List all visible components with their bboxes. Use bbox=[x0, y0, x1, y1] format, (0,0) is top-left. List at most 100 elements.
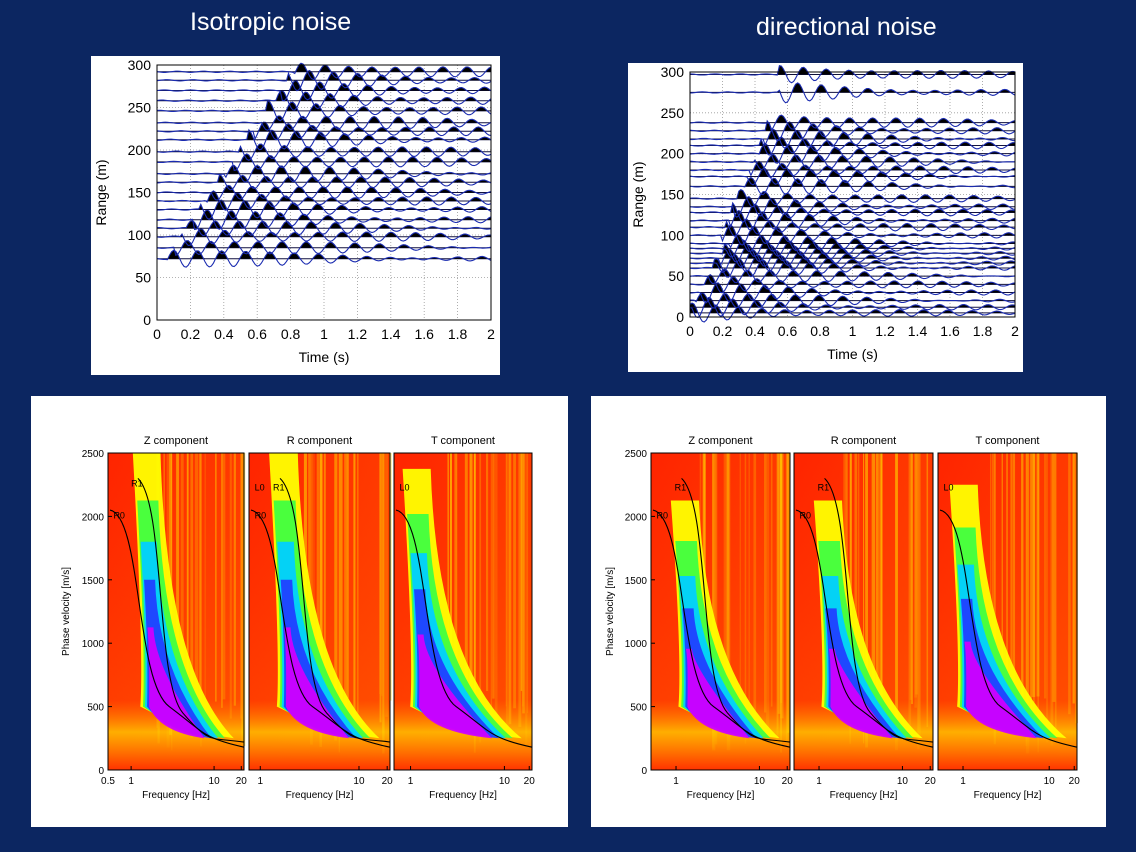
trace bbox=[690, 292, 1016, 309]
trace bbox=[689, 119, 1016, 142]
x-tick-label: 1.8 bbox=[973, 323, 993, 339]
velocity-tick-label: 2500 bbox=[625, 449, 648, 460]
trace bbox=[689, 168, 1016, 186]
x-tick-label: 2 bbox=[1011, 323, 1019, 339]
x-tick-label: 0.2 bbox=[713, 323, 733, 339]
frequency-axis-label: Frequency [Hz] bbox=[830, 790, 898, 801]
traces bbox=[156, 62, 492, 268]
fundamental-mode-curve bbox=[939, 509, 1078, 748]
trace bbox=[689, 142, 1016, 164]
frequency-tick-label: 20 bbox=[925, 776, 937, 787]
trace bbox=[689, 218, 1016, 237]
directional-gather-panel: 0 0.2 0.4 0.6 0.8 1 1.2 1.4 1.6 1.8 2 0 50 100 150 200 2… bbox=[628, 63, 1023, 372]
frequency-tick-label: 20 bbox=[382, 776, 394, 787]
frequency-axis-label: Frequency [Hz] bbox=[142, 790, 210, 801]
component-title: Z component bbox=[144, 435, 208, 447]
frequency-tick-label: 10 bbox=[1044, 776, 1056, 787]
x-tick-label: 0.8 bbox=[810, 323, 830, 339]
frequency-tick-label: 0.5 bbox=[101, 776, 115, 787]
velocity-tick-label: 500 bbox=[630, 703, 647, 714]
trace bbox=[689, 239, 1016, 258]
trace bbox=[689, 114, 1016, 132]
trace bbox=[689, 153, 1015, 171]
subplot-frame bbox=[650, 452, 791, 771]
isotropic-gather-chart: 0 0.2 0.4 0.6 0.8 1 1.2 1.4 1.6 1.8 2 0 50 100 150 200 2… bbox=[93, 57, 495, 365]
mode-label: R1 bbox=[675, 483, 687, 493]
energy-band bbox=[685, 648, 750, 739]
x-axis-label: Time (s) bbox=[827, 346, 878, 362]
trace bbox=[156, 173, 492, 191]
velocity-tick-label: 1500 bbox=[82, 576, 105, 587]
mode-label: R0 bbox=[800, 510, 812, 520]
energy-band bbox=[417, 634, 492, 739]
trace bbox=[689, 224, 1016, 246]
energy-band bbox=[964, 641, 1037, 739]
trace bbox=[689, 257, 1016, 278]
frequency-tick-label: 10 bbox=[209, 776, 221, 787]
trace bbox=[156, 153, 492, 172]
y-tick-label: 50 bbox=[668, 268, 684, 284]
energy-band bbox=[147, 627, 205, 739]
trace bbox=[689, 302, 1016, 323]
component-title: R component bbox=[287, 435, 352, 447]
traces bbox=[689, 65, 1016, 323]
frequency-tick-label: 20 bbox=[236, 776, 248, 787]
directional-dispersion-chart: Z component Frequency [Hz] 1 10 20 R0 R1 R comp… bbox=[605, 435, 1081, 801]
dispersion-subplot bbox=[937, 452, 1078, 771]
y-axis-label: Range (m) bbox=[630, 161, 646, 227]
frequency-tick-label: 1 bbox=[673, 776, 679, 787]
directional-gather-chart: 0 0.2 0.4 0.6 0.8 1 1.2 1.4 1.6 1.8 2 0 50 100 150 200 2… bbox=[630, 64, 1019, 362]
isotropic-dispersion-panel: Z component Frequency [Hz] 0.5 1 10 20 R0 R1 R c… bbox=[31, 396, 568, 827]
trace bbox=[156, 89, 492, 111]
trace bbox=[689, 196, 1016, 218]
mode-label: R1 bbox=[818, 483, 830, 493]
x-tick-label: 1 bbox=[849, 323, 857, 339]
directional-noise-title: directional noise bbox=[756, 13, 937, 41]
frequency-axis-label: Frequency [Hz] bbox=[687, 790, 755, 801]
energy-band bbox=[284, 627, 350, 739]
trace bbox=[689, 65, 1016, 84]
higher-mode-curve bbox=[824, 477, 934, 743]
higher-mode-curve bbox=[681, 477, 791, 743]
frequency-axis-label: Frequency [Hz] bbox=[429, 790, 497, 801]
velocity-tick-label: 2000 bbox=[625, 512, 648, 523]
y-tick-label: 100 bbox=[128, 227, 152, 243]
frequency-tick-label: 10 bbox=[897, 776, 909, 787]
y-tick-label: 0 bbox=[676, 309, 684, 325]
y-tick-label: 150 bbox=[128, 185, 152, 201]
plot-frame bbox=[156, 64, 492, 321]
trace bbox=[689, 128, 1016, 149]
trace bbox=[156, 249, 492, 268]
x-tick-label: 0.6 bbox=[778, 323, 798, 339]
higher-mode-curve bbox=[137, 477, 245, 743]
y-tick-label: 200 bbox=[661, 146, 685, 162]
y-tick-label: 300 bbox=[128, 57, 152, 73]
mode-label: L0 bbox=[400, 483, 410, 493]
component-title: Z component bbox=[688, 435, 752, 447]
isotropic-noise-title: Isotropic noise bbox=[190, 8, 352, 36]
frequency-tick-label: 10 bbox=[754, 776, 766, 787]
component-title: R component bbox=[831, 435, 896, 447]
component-title: T component bbox=[975, 435, 1039, 447]
trace bbox=[156, 209, 492, 231]
x-tick-label: 0 bbox=[153, 326, 161, 342]
mode-label: L0 bbox=[255, 483, 265, 493]
fundamental-mode-curve bbox=[250, 509, 391, 748]
fundamental-mode-curve bbox=[395, 509, 533, 748]
dispersion-subplot bbox=[248, 452, 392, 771]
x-tick-label: 1 bbox=[320, 326, 328, 342]
x-tick-label: 0.8 bbox=[281, 326, 301, 342]
trace bbox=[156, 69, 492, 92]
x-tick-label: 1.8 bbox=[448, 326, 468, 342]
frequency-tick-label: 1 bbox=[257, 776, 263, 787]
frequency-tick-label: 10 bbox=[353, 776, 365, 787]
frequency-tick-label: 20 bbox=[1069, 776, 1081, 787]
trace bbox=[156, 115, 492, 131]
x-tick-label: 0.4 bbox=[214, 326, 234, 342]
x-tick-label: 1.4 bbox=[381, 326, 401, 342]
x-tick-label: 1.6 bbox=[414, 326, 434, 342]
velocity-tick-label: 2000 bbox=[82, 512, 105, 523]
y-tick-label: 250 bbox=[661, 105, 685, 121]
trace bbox=[689, 282, 1016, 304]
trace bbox=[689, 176, 1016, 196]
